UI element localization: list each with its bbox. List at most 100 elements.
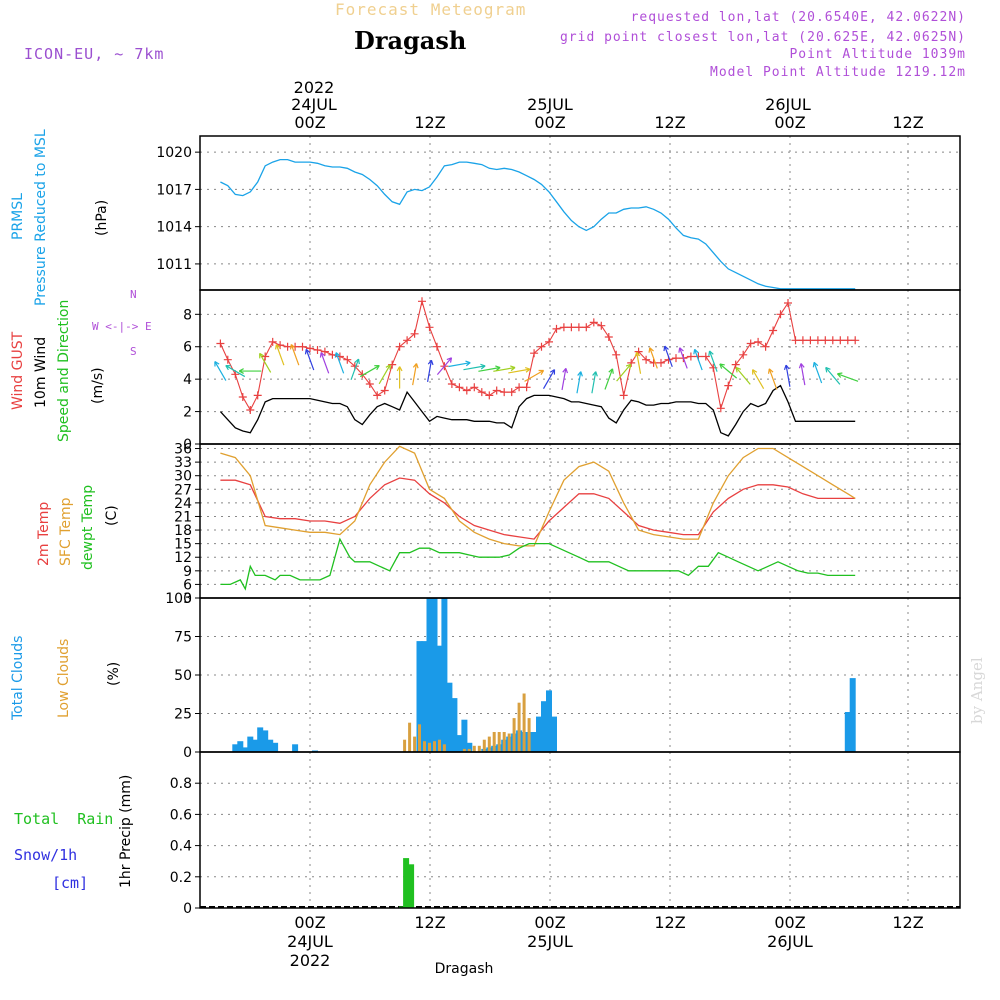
low-cloud-bar bbox=[433, 741, 436, 752]
bottom-tick-label: 12Z bbox=[654, 913, 685, 932]
low-cloud-bar bbox=[462, 748, 466, 752]
bottom-tick-label: 12Z bbox=[414, 913, 445, 932]
gust-marker bbox=[716, 404, 725, 413]
gust-marker bbox=[216, 339, 225, 348]
gust-marker bbox=[776, 310, 785, 319]
low-cloud-bar bbox=[482, 739, 486, 752]
y-tick-label: 2 bbox=[183, 405, 192, 421]
gust-marker bbox=[582, 323, 591, 332]
total-cloud-bar bbox=[247, 736, 254, 752]
wind-arrow bbox=[616, 363, 632, 382]
gust-marker bbox=[238, 393, 247, 401]
gust-marker bbox=[343, 355, 352, 364]
y-tick-label: 1011 bbox=[156, 257, 192, 273]
wind-arrow bbox=[837, 373, 859, 382]
gust-marker bbox=[649, 358, 658, 367]
low-cloud-bar bbox=[408, 722, 412, 752]
total-cloud-bar bbox=[426, 598, 433, 752]
top-date-label: 26JUL bbox=[765, 95, 811, 114]
wind-arrow bbox=[320, 352, 330, 374]
top-tick-label: 00Z bbox=[534, 113, 565, 132]
bottom-date-label: 25JUL bbox=[527, 932, 573, 951]
wind-arrow bbox=[636, 352, 642, 374]
wind-arrow-head bbox=[538, 369, 545, 375]
gust-marker bbox=[567, 323, 576, 332]
wind-arrow bbox=[290, 344, 300, 366]
low-cloud-bar bbox=[527, 718, 531, 752]
wind-arrow bbox=[412, 363, 418, 386]
wind-arrow bbox=[335, 352, 345, 374]
y-tick-label: 0.8 bbox=[170, 776, 192, 792]
wind-arrow bbox=[542, 369, 556, 389]
rain-bar bbox=[403, 858, 410, 908]
wind-arrow-head bbox=[304, 348, 311, 355]
total-cloud-bar bbox=[252, 739, 259, 752]
total-cloud-bar bbox=[541, 701, 547, 752]
total-cloud-bar bbox=[272, 742, 279, 752]
gust-marker bbox=[477, 388, 486, 397]
wind-arrow bbox=[768, 368, 778, 390]
bottom-tick-label: 00Z bbox=[534, 913, 565, 932]
wind-arrow bbox=[493, 366, 516, 372]
low-cloud-bar bbox=[492, 732, 496, 752]
y-tick-label: 1017 bbox=[156, 182, 192, 198]
wind-arrow bbox=[436, 357, 452, 376]
wind-arrow bbox=[508, 368, 531, 374]
gust-marker bbox=[365, 380, 374, 388]
total-cloud-bar bbox=[441, 598, 448, 752]
gust-line bbox=[219, 301, 856, 412]
gust-marker bbox=[485, 391, 494, 400]
gust-marker bbox=[806, 336, 815, 345]
wind-arrow-head bbox=[465, 360, 471, 367]
top-date-label: 24JUL bbox=[291, 95, 337, 114]
compass-s: S bbox=[130, 345, 137, 358]
gust-marker bbox=[403, 336, 412, 345]
rain-bar bbox=[408, 864, 415, 908]
gust-marker bbox=[223, 355, 232, 364]
wind-arrow-head bbox=[427, 359, 434, 366]
top-tick-label: 00Z bbox=[774, 113, 805, 132]
gust-marker bbox=[410, 329, 419, 338]
low-cloud-bar bbox=[442, 744, 446, 752]
wind-arrow bbox=[800, 363, 806, 386]
gust-marker bbox=[724, 381, 733, 390]
total-cloud-bar bbox=[461, 719, 468, 752]
wind-arrow-head bbox=[634, 351, 641, 358]
gust-marker bbox=[395, 342, 404, 351]
wind-arrow-head bbox=[319, 352, 326, 358]
wind-arrow-head bbox=[354, 358, 360, 365]
low-cloud-bar bbox=[517, 702, 521, 752]
gust-marker bbox=[604, 333, 613, 341]
gust-marker bbox=[313, 346, 322, 354]
wind-arrow-head bbox=[238, 368, 244, 374]
total-cloud-bar bbox=[436, 645, 443, 752]
wind-arrow-head bbox=[412, 363, 419, 369]
bottom-tick-label: 00Z bbox=[774, 913, 805, 932]
y-tick-label: 8 bbox=[183, 307, 192, 323]
gust-marker bbox=[821, 336, 830, 345]
y-tick-label: 6 bbox=[183, 577, 192, 593]
wind10-line bbox=[219, 384, 856, 437]
wind-arrow bbox=[448, 362, 471, 368]
location-title: Dragash bbox=[354, 26, 467, 55]
gust-marker bbox=[761, 342, 770, 351]
y-tick-label: 24 bbox=[174, 496, 192, 512]
total-cloud-bar bbox=[267, 739, 274, 752]
gust-marker bbox=[746, 339, 755, 348]
wind-arrow-head bbox=[825, 366, 831, 373]
wind-arrow-head bbox=[374, 364, 380, 371]
wind-arrow-head bbox=[577, 371, 583, 377]
wind-arrow-head bbox=[625, 363, 632, 370]
wind-arrow-head bbox=[549, 369, 556, 375]
y-tick-label: 18 bbox=[174, 523, 192, 539]
wind-arrow-head bbox=[259, 352, 265, 359]
gust-marker bbox=[320, 347, 329, 356]
wind-arrow-head bbox=[719, 363, 725, 369]
top-tick-label: 00Z bbox=[294, 113, 325, 132]
gust-marker bbox=[380, 386, 389, 395]
y-tick-label: 0 bbox=[183, 437, 192, 453]
wind-arrow-head bbox=[214, 361, 220, 367]
wind-arrow bbox=[524, 369, 544, 382]
total-cloud-bar bbox=[456, 735, 463, 752]
gust-marker bbox=[515, 383, 524, 392]
